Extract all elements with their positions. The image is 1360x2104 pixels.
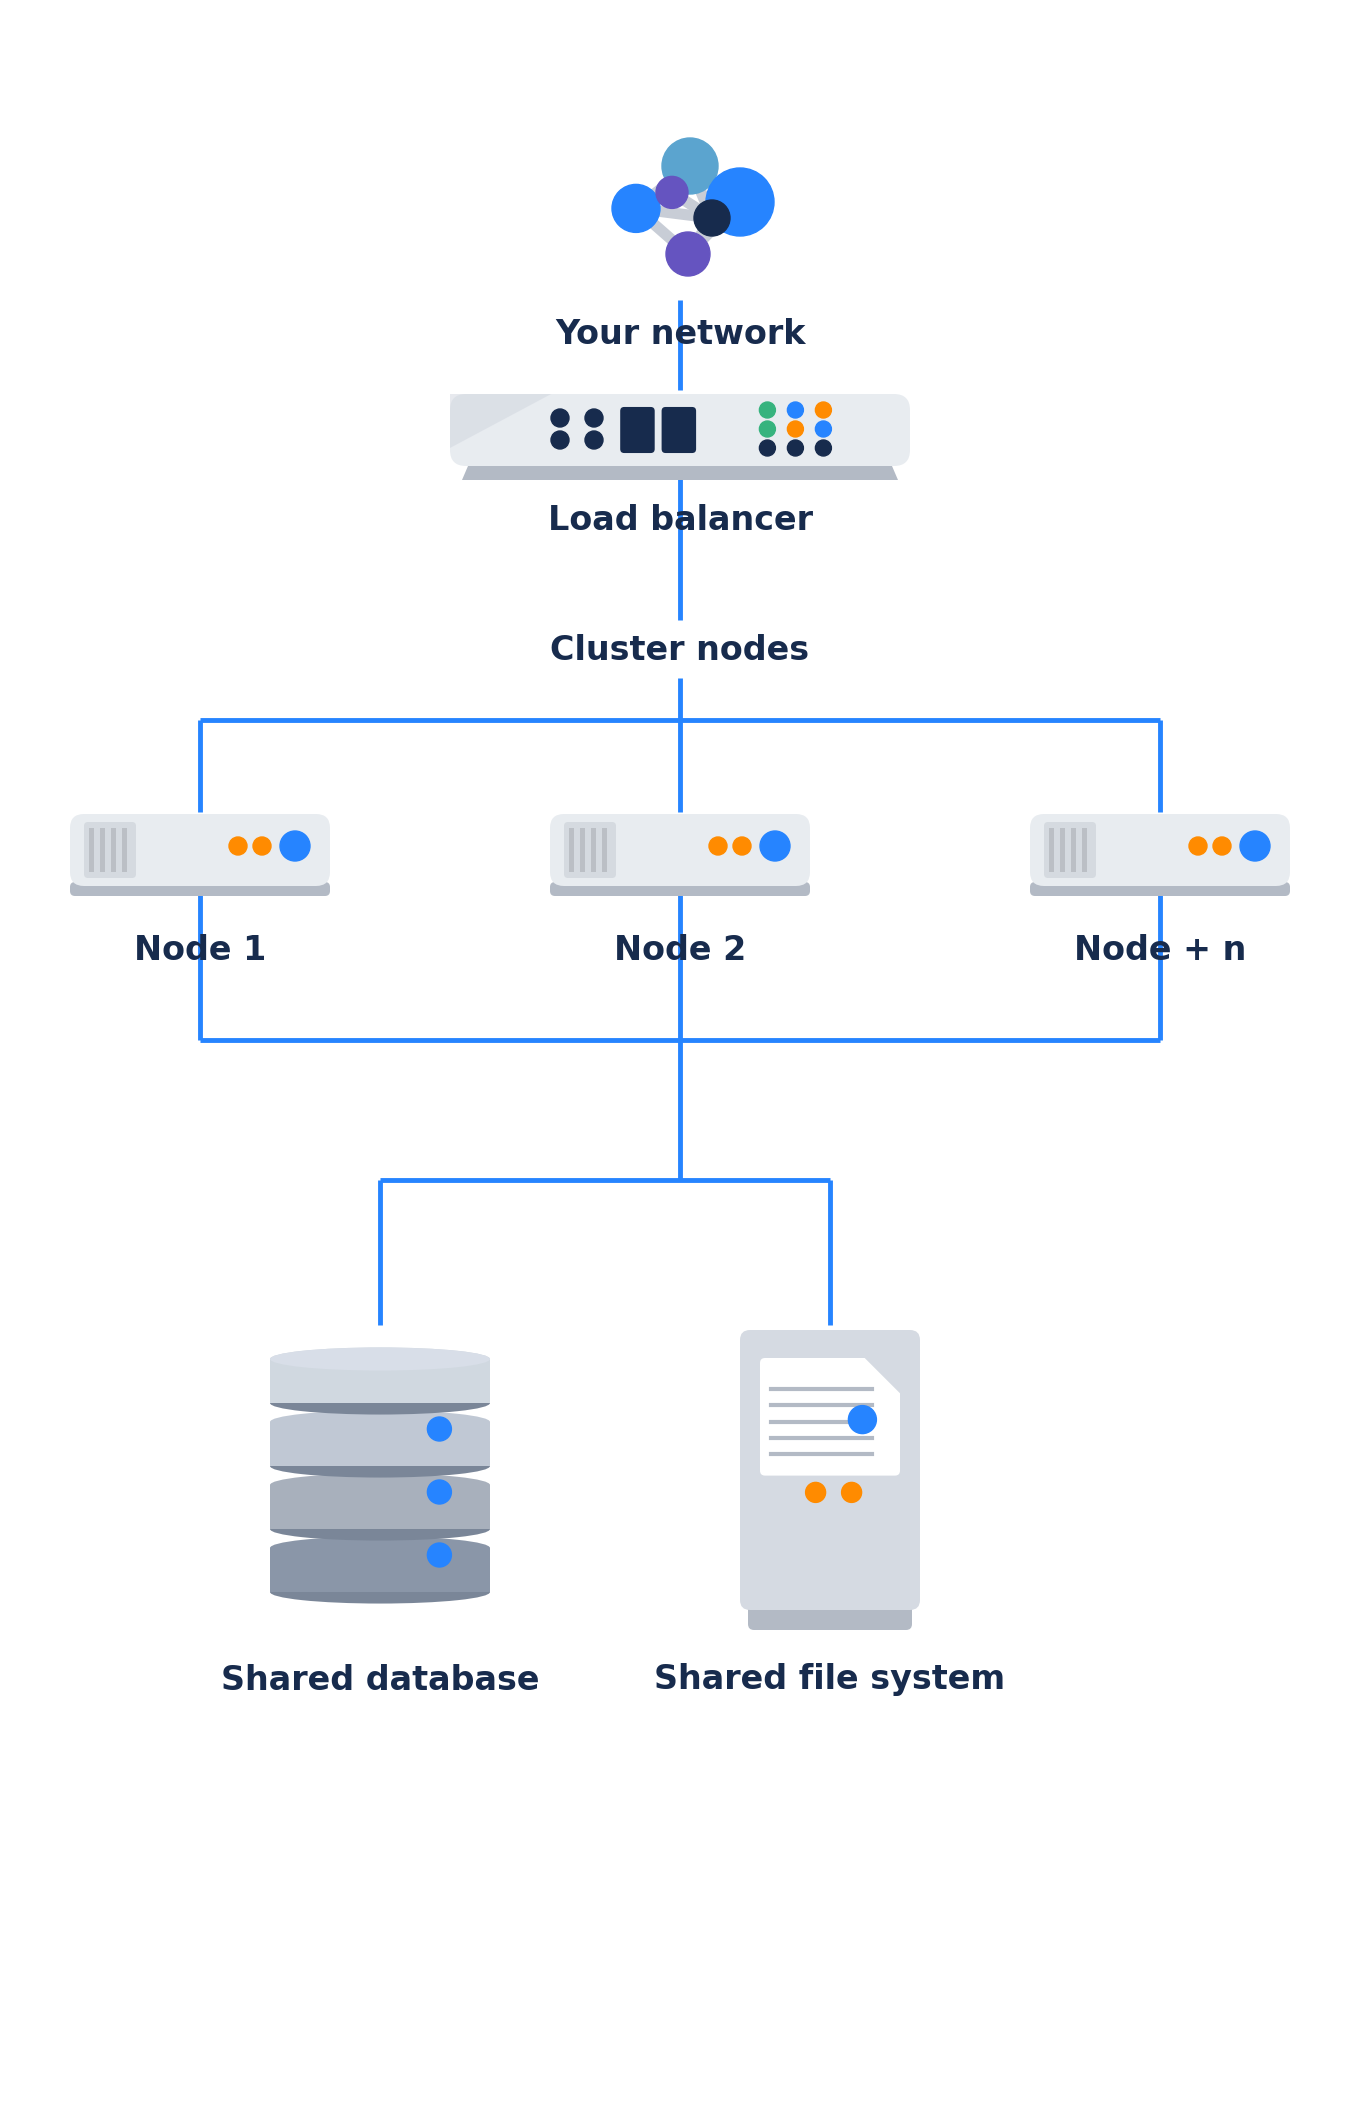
Circle shape [759, 402, 775, 419]
Circle shape [694, 200, 730, 236]
Text: Node + n: Node + n [1074, 934, 1246, 966]
Circle shape [427, 1416, 452, 1441]
Circle shape [551, 408, 568, 427]
Bar [122, 829, 126, 871]
FancyBboxPatch shape [740, 1330, 919, 1610]
Bar [271, 1485, 490, 1530]
Text: Shared file system: Shared file system [654, 1664, 1005, 1696]
Circle shape [280, 831, 310, 861]
Circle shape [842, 1483, 862, 1502]
Ellipse shape [271, 1580, 490, 1603]
Ellipse shape [271, 1536, 490, 1559]
Text: Node 1: Node 1 [133, 934, 267, 966]
Bar [1049, 829, 1054, 871]
Circle shape [427, 1542, 452, 1567]
Text: Shared database: Shared database [220, 1664, 540, 1696]
FancyBboxPatch shape [1044, 823, 1096, 877]
FancyBboxPatch shape [760, 1357, 900, 1475]
Bar [271, 1422, 490, 1466]
Circle shape [709, 837, 728, 854]
Text: Cluster nodes: Cluster nodes [551, 633, 809, 667]
Circle shape [551, 431, 568, 448]
FancyBboxPatch shape [564, 823, 616, 877]
Circle shape [666, 231, 710, 276]
Ellipse shape [271, 1517, 490, 1540]
FancyBboxPatch shape [748, 1601, 913, 1631]
FancyBboxPatch shape [69, 882, 330, 896]
Polygon shape [462, 465, 898, 480]
Ellipse shape [271, 1473, 490, 1496]
Bar [592, 829, 596, 871]
FancyBboxPatch shape [1030, 882, 1291, 896]
Ellipse shape [271, 1391, 490, 1414]
Bar [112, 829, 116, 871]
Circle shape [662, 139, 718, 194]
Circle shape [427, 1479, 452, 1504]
Circle shape [656, 177, 688, 208]
Text: Node 2: Node 2 [613, 934, 747, 966]
Circle shape [849, 1405, 876, 1433]
Polygon shape [450, 393, 551, 448]
FancyBboxPatch shape [1030, 814, 1291, 886]
Circle shape [1240, 831, 1270, 861]
Bar [1072, 829, 1076, 871]
Circle shape [805, 1483, 826, 1502]
Ellipse shape [271, 1347, 490, 1370]
Circle shape [816, 421, 831, 438]
Bar [568, 829, 574, 871]
Circle shape [787, 440, 804, 457]
FancyBboxPatch shape [549, 814, 811, 886]
Bar [602, 829, 607, 871]
Bar [101, 829, 105, 871]
Bar [88, 829, 94, 871]
Bar [579, 829, 585, 871]
Circle shape [1189, 837, 1208, 854]
Circle shape [585, 408, 602, 427]
Circle shape [816, 440, 831, 457]
Circle shape [585, 431, 602, 448]
Circle shape [612, 185, 660, 231]
FancyBboxPatch shape [620, 406, 654, 452]
FancyBboxPatch shape [661, 406, 696, 452]
Polygon shape [865, 1357, 900, 1393]
Circle shape [787, 402, 804, 419]
Bar [271, 1549, 490, 1593]
Circle shape [706, 168, 774, 236]
Bar [1059, 829, 1065, 871]
FancyBboxPatch shape [450, 393, 910, 465]
FancyBboxPatch shape [69, 814, 330, 886]
Text: Load balancer: Load balancer [548, 503, 812, 537]
Ellipse shape [271, 1347, 490, 1370]
Ellipse shape [271, 1410, 490, 1433]
Circle shape [759, 421, 775, 438]
Bar [271, 1359, 490, 1403]
FancyBboxPatch shape [549, 882, 811, 896]
Text: Your network: Your network [555, 318, 805, 351]
Circle shape [816, 402, 831, 419]
Circle shape [733, 837, 751, 854]
Circle shape [759, 440, 775, 457]
Circle shape [760, 831, 790, 861]
Ellipse shape [271, 1454, 490, 1477]
Circle shape [228, 837, 248, 854]
Bar [1083, 829, 1087, 871]
Circle shape [253, 837, 271, 854]
Circle shape [787, 421, 804, 438]
FancyBboxPatch shape [84, 823, 136, 877]
Circle shape [1213, 837, 1231, 854]
